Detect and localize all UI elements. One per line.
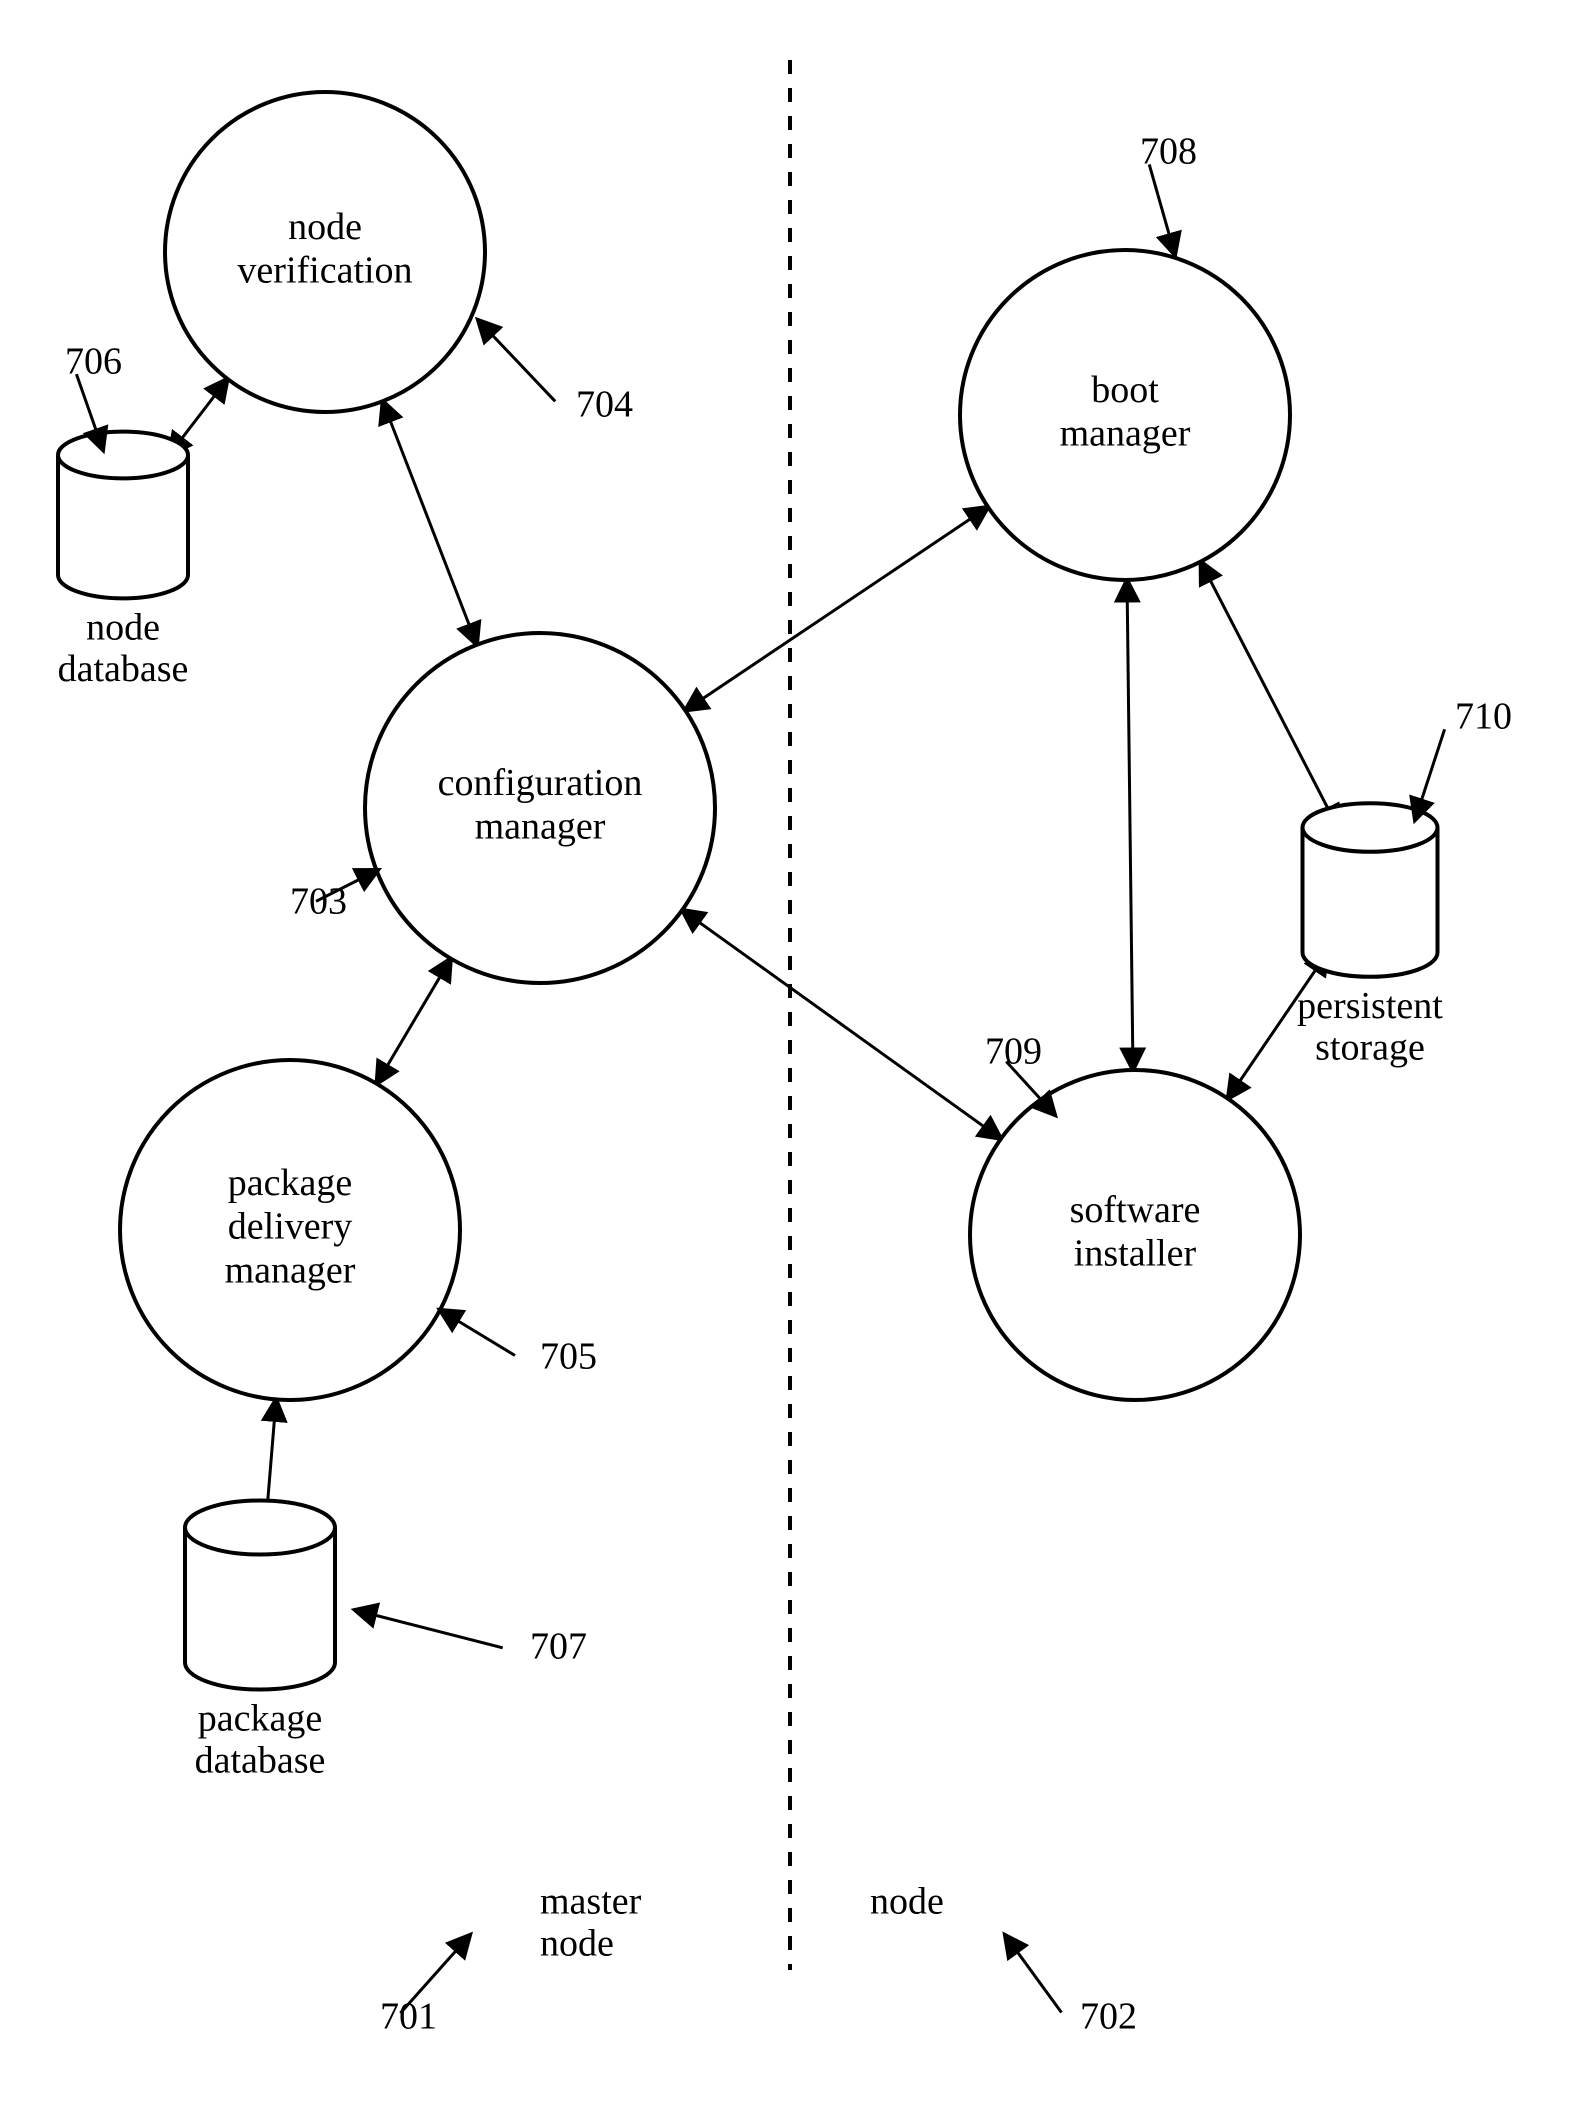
ref-707: 707 xyxy=(355,1610,587,1668)
edge-configuration_mgr-software_installer xyxy=(682,910,1001,1139)
ref-704: 704 xyxy=(478,320,633,426)
ref-709: 709 xyxy=(985,1031,1055,1115)
edge-boot_manager-persistent_storage xyxy=(1201,562,1338,828)
ref-707-number: 707 xyxy=(530,1626,587,1668)
ref-705: 705 xyxy=(440,1310,597,1378)
node-package_database: packagedatabase xyxy=(185,1501,335,1782)
edge-configuration_mgr-boot_manager xyxy=(685,507,988,710)
nodes-layer: nodeverificationconfigurationmanagerpack… xyxy=(58,92,1444,1781)
node-pkg_delivery_mgr-label-1: delivery xyxy=(228,1206,353,1248)
ref-701: 701 masternode xyxy=(380,1881,642,2038)
ref-708-number: 708 xyxy=(1140,131,1197,173)
ref-706-number: 706 xyxy=(65,341,122,383)
edge-configuration_mgr-pkg_delivery_mgr xyxy=(377,959,451,1084)
node-node_verification-label-0: node xyxy=(288,206,362,248)
node-software_installer-label-0: software xyxy=(1070,1189,1201,1231)
node-boot_manager-label-1: manager xyxy=(1060,413,1191,455)
ref-702: 702 node xyxy=(870,1881,1137,2038)
node-pkg_delivery_mgr: packagedeliverymanager xyxy=(120,1060,460,1400)
node-node_verification-label-1: verification xyxy=(237,250,412,292)
ref-704-number: 704 xyxy=(576,384,633,426)
edge-node_verification-configuration_mgr xyxy=(383,401,477,645)
node-configuration_mgr-label-0: configuration xyxy=(438,762,643,804)
node-node_database-label-0: node xyxy=(86,606,160,648)
node-node_database: nodedatabase xyxy=(58,432,189,691)
ref-703-number: 703 xyxy=(290,881,347,923)
architecture-diagram: nodeverificationconfigurationmanagerpack… xyxy=(0,0,1579,2128)
node-pkg_delivery_mgr-label-0: package xyxy=(228,1162,352,1204)
ref-701-extra-0: master xyxy=(540,1881,642,1923)
node-software_installer: softwareinstaller xyxy=(970,1070,1300,1400)
ref-702-extra-0: node xyxy=(870,1881,944,1923)
node-package_database-label-0: package xyxy=(198,1698,322,1740)
node-persistent_storage: persistentstorage xyxy=(1297,803,1443,1068)
ref-709-number: 709 xyxy=(985,1031,1042,1073)
ref-703: 703 xyxy=(290,870,378,923)
node-boot_manager-label-0: boot xyxy=(1091,369,1159,411)
node-software_installer-label-1: installer xyxy=(1074,1233,1197,1275)
ref-710: 710 xyxy=(1415,696,1512,820)
node-node_verification: nodeverification xyxy=(165,92,485,412)
ref-702-number: 702 xyxy=(1080,1996,1137,2038)
ref-708: 708 xyxy=(1140,131,1197,255)
node-persistent_storage-label-0: persistent xyxy=(1297,985,1443,1027)
node-boot_manager: bootmanager xyxy=(960,250,1290,580)
ref-701-number: 701 xyxy=(380,1996,437,2038)
ref-705-number: 705 xyxy=(540,1336,597,1378)
node-package_database-label-1: database xyxy=(195,1739,326,1781)
node-node_database-label-1: database xyxy=(58,648,189,690)
node-persistent_storage-label-1: storage xyxy=(1315,1027,1425,1069)
ref-701-extra-1: node xyxy=(540,1923,614,1965)
node-configuration_mgr: configurationmanager xyxy=(365,633,715,983)
node-pkg_delivery_mgr-label-2: manager xyxy=(225,1249,356,1291)
node-configuration_mgr-label-1: manager xyxy=(475,806,606,848)
ref-710-number: 710 xyxy=(1455,696,1512,738)
edge-software_installer-boot_manager xyxy=(1127,580,1133,1070)
